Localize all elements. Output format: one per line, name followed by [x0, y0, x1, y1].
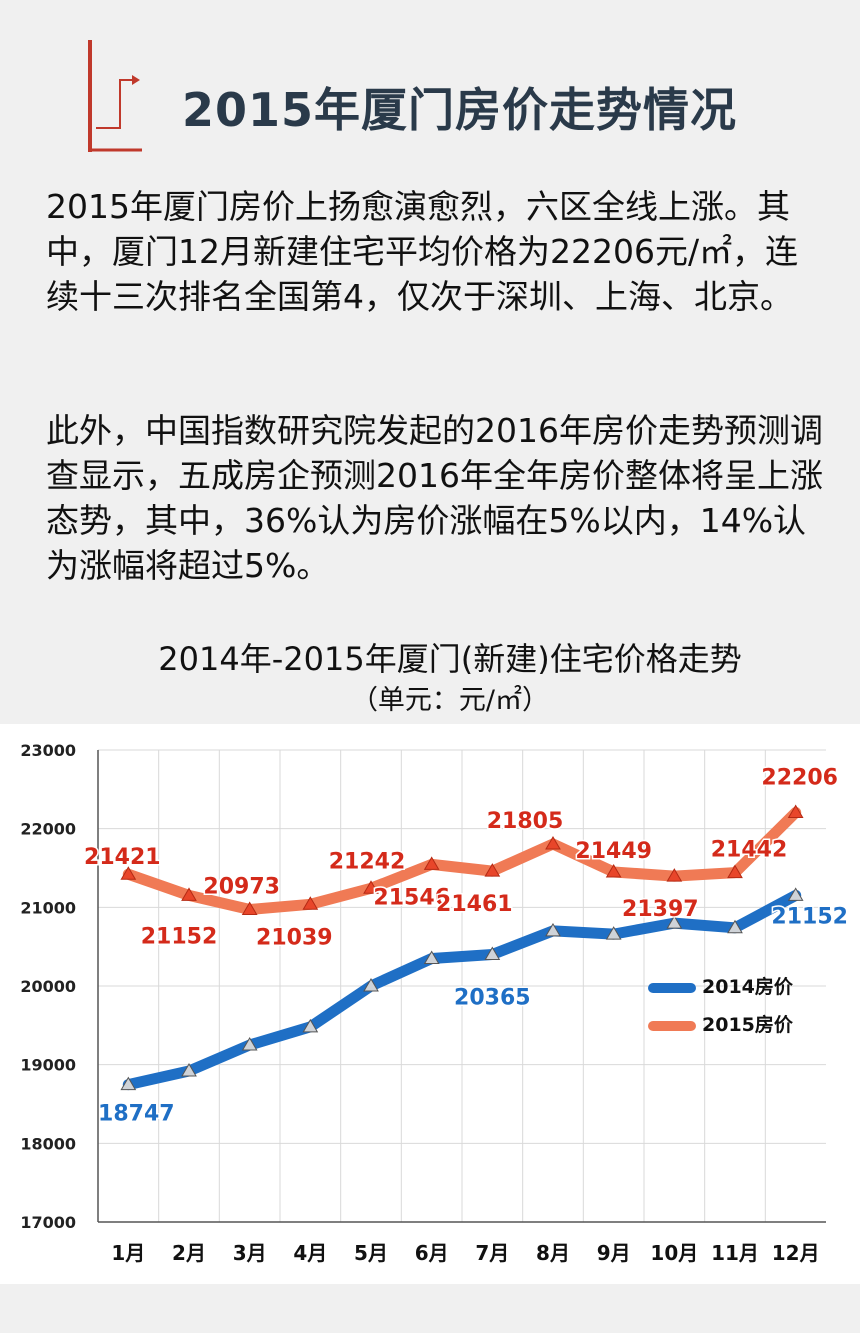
- data-point-marker: [727, 919, 743, 934]
- data-point-marker: [666, 868, 683, 882]
- y-tick-label: 23000: [20, 741, 76, 760]
- x-tick-label: 8月: [536, 1241, 570, 1265]
- series-line-2014房价: [122, 889, 802, 1091]
- data-point-marker: [181, 887, 197, 901]
- data-label: 21805: [487, 809, 564, 834]
- x-tick-label: 6月: [415, 1241, 449, 1265]
- data-point-marker: [545, 922, 561, 937]
- data-label: 21152: [771, 904, 848, 929]
- legend-swatch-2015: [648, 1021, 696, 1031]
- x-tick-label: 2月: [172, 1241, 206, 1265]
- x-tick-label: 11月: [711, 1241, 759, 1265]
- data-point-marker: [241, 901, 258, 915]
- y-tick-label: 19000: [20, 1056, 76, 1075]
- y-tick-label: 22000: [20, 820, 76, 839]
- data-label: 21421: [84, 845, 161, 870]
- intro-paragraph: 2015年厦门房价上扬愈演愈烈，六区全线上涨。其中，厦门12月新建住宅平均价格为…: [46, 187, 799, 316]
- y-tick-label: 20000: [20, 977, 76, 996]
- data-point-marker: [727, 864, 743, 879]
- data-point-marker: [787, 887, 804, 901]
- data-label: 20365: [454, 986, 531, 1011]
- data-label: 21152: [141, 924, 218, 949]
- series-line-2015房价: [122, 807, 802, 915]
- data-point-marker: [484, 863, 501, 877]
- forecast-paragraph: 此外，中国指数研究院发起的2016年房价走势预测调查显示，五成房企预测2016年…: [46, 411, 823, 585]
- x-tick-label: 1月: [111, 1241, 145, 1265]
- legend-item-2015: 2015房价: [648, 1006, 828, 1044]
- data-point-marker: [423, 950, 440, 964]
- data-label: 22206: [761, 765, 838, 790]
- data-label: 20973: [203, 874, 280, 899]
- x-tick-label: 3月: [233, 1241, 267, 1265]
- legend-item-2014: 2014房价: [648, 968, 828, 1006]
- legend-swatch-2014: [648, 983, 696, 993]
- legend-label-2015: 2015房价: [702, 1014, 793, 1036]
- data-label: 21397: [622, 897, 699, 922]
- chart-legend: 2014房价 2015房价: [648, 968, 828, 1044]
- data-label: 21039: [256, 925, 333, 950]
- data-label: 21449: [575, 839, 652, 864]
- legend-label-2014: 2014房价: [702, 976, 793, 998]
- data-label: 21242: [329, 849, 406, 874]
- data-label: 21461: [436, 892, 513, 917]
- y-tick-label: 21000: [20, 898, 76, 917]
- data-point-marker: [666, 915, 683, 929]
- x-tick-label: 4月: [293, 1241, 327, 1265]
- data-point-marker: [120, 866, 137, 880]
- x-tick-label: 12月: [772, 1241, 820, 1265]
- line-chart: 17000 18000 19000 20000 21000 22000 23000 1月 2月 3…: [20, 741, 849, 1265]
- data-point-marker: [605, 926, 622, 940]
- x-tick-label: 7月: [475, 1241, 509, 1265]
- x-tick-label: 5月: [354, 1241, 388, 1265]
- chart-unit: （单元：元/㎡）: [350, 685, 550, 716]
- x-tick-label: 10月: [650, 1241, 698, 1265]
- y-tick-label: 17000: [20, 1213, 76, 1232]
- data-point-marker: [120, 1076, 137, 1091]
- data-point-marker: [302, 896, 319, 910]
- data-point-marker: [302, 1018, 319, 1033]
- data-point-marker: [605, 864, 622, 878]
- data-label: 21442: [711, 838, 788, 863]
- data-point-marker: [181, 1062, 197, 1077]
- data-label: 18747: [98, 1102, 175, 1127]
- data-point-marker: [484, 946, 501, 961]
- data-point-marker: [363, 880, 379, 894]
- data-label: 21546: [373, 885, 450, 910]
- data-point-marker: [241, 1037, 258, 1051]
- data-point-marker: [363, 978, 379, 992]
- data-point-marker: [545, 836, 561, 850]
- title-row: 2015年厦门房价走势情况: [0, 40, 860, 160]
- chart-panel: 17000 18000 19000 20000 21000 22000 23000 1月 2月 3…: [0, 724, 860, 1284]
- page-title: 2015年厦门房价走势情况: [182, 83, 738, 137]
- data-point-marker: [423, 856, 440, 870]
- y-tick-label: 18000: [20, 1134, 76, 1153]
- chart-title: 2014年-2015年厦门(新建)住宅价格走势: [158, 640, 742, 678]
- data-point-marker: [787, 804, 804, 818]
- chart-arrow-icon: [88, 40, 142, 152]
- x-tick-label: 9月: [597, 1241, 631, 1265]
